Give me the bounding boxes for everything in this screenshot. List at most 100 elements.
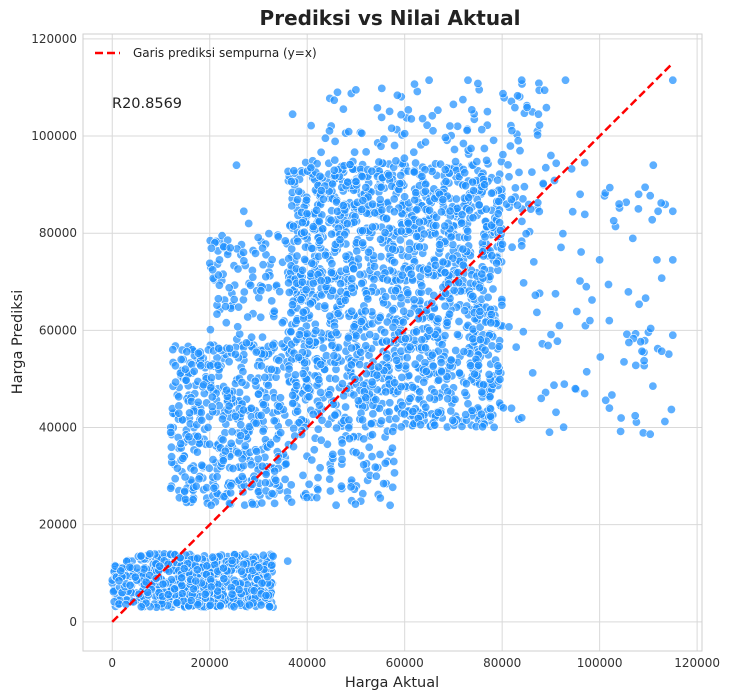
scatter-point <box>616 413 626 423</box>
scatter-point <box>253 487 263 497</box>
scatter-point <box>262 572 272 582</box>
scatter-point <box>300 358 310 368</box>
legend: Garis prediksi sempurna (y=x) <box>95 46 317 60</box>
scatter-point <box>478 380 488 390</box>
scatter-point <box>239 405 249 415</box>
scatter-point <box>595 255 605 265</box>
scatter-point <box>668 206 678 216</box>
scatter-point <box>628 233 638 243</box>
scatter-point <box>265 439 275 449</box>
scatter-point <box>239 206 249 216</box>
scatter-point <box>330 374 340 384</box>
scatter-point <box>256 600 266 610</box>
scatter-point <box>180 494 190 504</box>
scatter-point <box>286 327 296 337</box>
scatter-point <box>532 307 542 317</box>
scatter-point <box>377 205 387 215</box>
scatter-point <box>433 105 443 115</box>
scatter-point <box>630 411 640 421</box>
scatter-point <box>357 128 367 138</box>
scatter-point <box>415 387 425 397</box>
scatter-point <box>189 584 199 594</box>
scatter-point <box>634 299 644 309</box>
scatter-point <box>254 389 264 399</box>
scatter-point <box>344 415 354 425</box>
scatter-point <box>222 385 232 395</box>
scatter-point <box>379 479 389 489</box>
scatter-point <box>250 376 260 386</box>
scatter-point <box>419 377 429 387</box>
scatter-point <box>382 214 392 224</box>
scatter-point <box>349 264 359 274</box>
scatter-point <box>256 286 266 296</box>
scatter-point <box>316 387 326 397</box>
scatter-point <box>506 195 516 205</box>
scatter-point <box>349 322 359 332</box>
legend-label: Garis prediksi sempurna (y=x) <box>133 46 317 60</box>
scatter-point <box>205 600 215 610</box>
scatter-point <box>286 177 296 187</box>
scatter-point <box>301 195 311 205</box>
scatter-point <box>314 400 324 410</box>
scatter-point <box>477 269 487 279</box>
scatter-point <box>331 500 341 510</box>
scatter-point <box>646 323 656 333</box>
scatter-point <box>184 432 194 442</box>
scatter-point <box>346 360 356 370</box>
scatter-point <box>246 280 256 290</box>
scatter-point <box>208 455 218 465</box>
y-axis-label: Harga Prediksi <box>10 290 26 394</box>
scatter-point <box>424 325 434 335</box>
scatter-point <box>395 235 405 245</box>
scatter-point <box>433 314 443 324</box>
scatter-point <box>271 475 281 485</box>
scatter-point <box>208 265 218 275</box>
scatter-point <box>414 217 424 227</box>
scatter-point <box>308 278 318 288</box>
scatter-point <box>251 347 261 357</box>
scatter-point <box>202 561 212 571</box>
y-tick-label: 60000 <box>39 323 77 337</box>
scatter-point <box>396 422 406 432</box>
scatter-point <box>358 196 368 206</box>
scatter-point <box>292 381 302 391</box>
scatter-point <box>290 370 300 380</box>
scatter-point <box>309 445 319 455</box>
scatter-point <box>410 359 420 369</box>
scatter-point <box>376 416 386 426</box>
scatter-point <box>327 179 337 189</box>
scatter-point <box>225 343 235 353</box>
scatter-point <box>258 550 268 560</box>
scatter-point <box>453 121 463 131</box>
scatter-point <box>604 316 614 326</box>
scatter-point <box>345 160 355 170</box>
scatter-point <box>522 102 532 112</box>
scatter-point <box>504 322 514 332</box>
scatter-point <box>392 90 402 100</box>
scatter-point <box>344 423 354 433</box>
scatter-point <box>668 330 678 340</box>
scatter-point <box>197 460 207 470</box>
scatter-point <box>498 89 508 99</box>
scatter-point <box>331 423 341 433</box>
scatter-point <box>308 409 318 419</box>
scatter-point <box>185 408 195 418</box>
scatter-point <box>434 375 444 385</box>
scatter-point <box>440 165 450 175</box>
scatter-point <box>498 403 508 413</box>
scatter-point <box>546 329 556 339</box>
scatter-point <box>286 480 296 490</box>
scatter-point <box>287 300 297 310</box>
scatter-point <box>477 125 487 135</box>
scatter-point <box>213 586 223 596</box>
scatter-point <box>237 472 247 482</box>
scatter-point <box>379 134 389 144</box>
scatter-point <box>420 186 430 196</box>
scatter-point <box>427 111 437 121</box>
scatter-point <box>458 95 468 105</box>
scatter-point <box>463 75 473 85</box>
scatter-point <box>200 589 210 599</box>
scatter-point <box>364 442 374 452</box>
scatter-point <box>333 309 343 319</box>
scatter-point <box>478 422 488 432</box>
